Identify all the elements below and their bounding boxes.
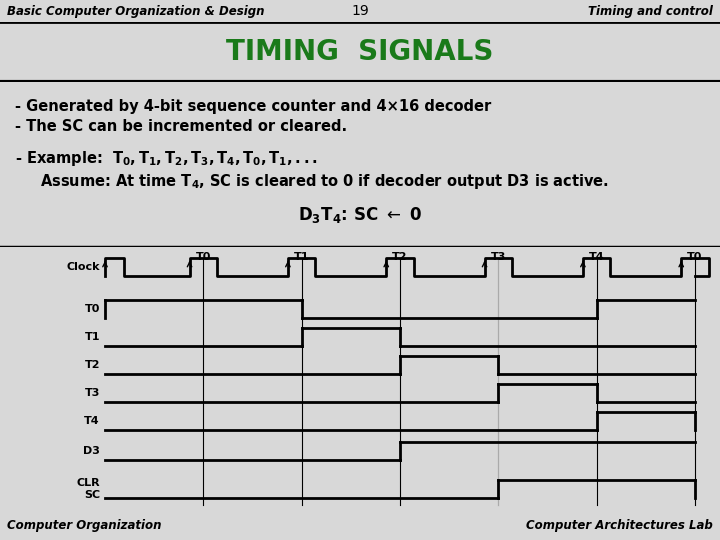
Text: $\mathbf{D_3T_4}$: SC $\leftarrow$ 0: $\mathbf{D_3T_4}$: SC $\leftarrow$ 0 bbox=[298, 205, 422, 225]
Text: TIMING  SIGNALS: TIMING SIGNALS bbox=[226, 38, 494, 66]
Text: Basic Computer Organization & Design: Basic Computer Organization & Design bbox=[7, 4, 265, 17]
Text: T0: T0 bbox=[688, 252, 703, 262]
Text: T2: T2 bbox=[84, 360, 100, 370]
Text: - The SC can be incremented or cleared.: - The SC can be incremented or cleared. bbox=[15, 119, 347, 134]
Text: T4: T4 bbox=[589, 252, 605, 262]
Text: Computer Architectures Lab: Computer Architectures Lab bbox=[526, 518, 713, 531]
Text: - Generated by 4-bit sequence counter and 4×16 decoder: - Generated by 4-bit sequence counter an… bbox=[15, 99, 491, 114]
Text: T1: T1 bbox=[294, 252, 310, 262]
Text: T0: T0 bbox=[196, 252, 211, 262]
Text: T2: T2 bbox=[392, 252, 408, 262]
Text: Assume: At time $\mathbf{T_4}$, SC is cleared to 0 if decoder output D3 is activ: Assume: At time $\mathbf{T_4}$, SC is cl… bbox=[40, 172, 609, 191]
Text: Clock: Clock bbox=[66, 262, 100, 272]
Text: CLR
SC: CLR SC bbox=[76, 478, 100, 500]
Text: T3: T3 bbox=[85, 388, 100, 398]
Text: D3: D3 bbox=[83, 446, 100, 456]
Text: T4: T4 bbox=[84, 416, 100, 426]
Text: T3: T3 bbox=[490, 252, 506, 262]
Text: Computer Organization: Computer Organization bbox=[7, 518, 162, 531]
Text: T1: T1 bbox=[84, 332, 100, 342]
Text: 19: 19 bbox=[351, 4, 369, 18]
Text: T0: T0 bbox=[85, 304, 100, 314]
Text: Timing and control: Timing and control bbox=[588, 4, 713, 17]
Text: - Example:  $\mathbf{T_0, T_1, T_2, T_3, T_4, T_0, T_1, . . .}$: - Example: $\mathbf{T_0, T_1, T_2, T_3, … bbox=[15, 149, 318, 168]
